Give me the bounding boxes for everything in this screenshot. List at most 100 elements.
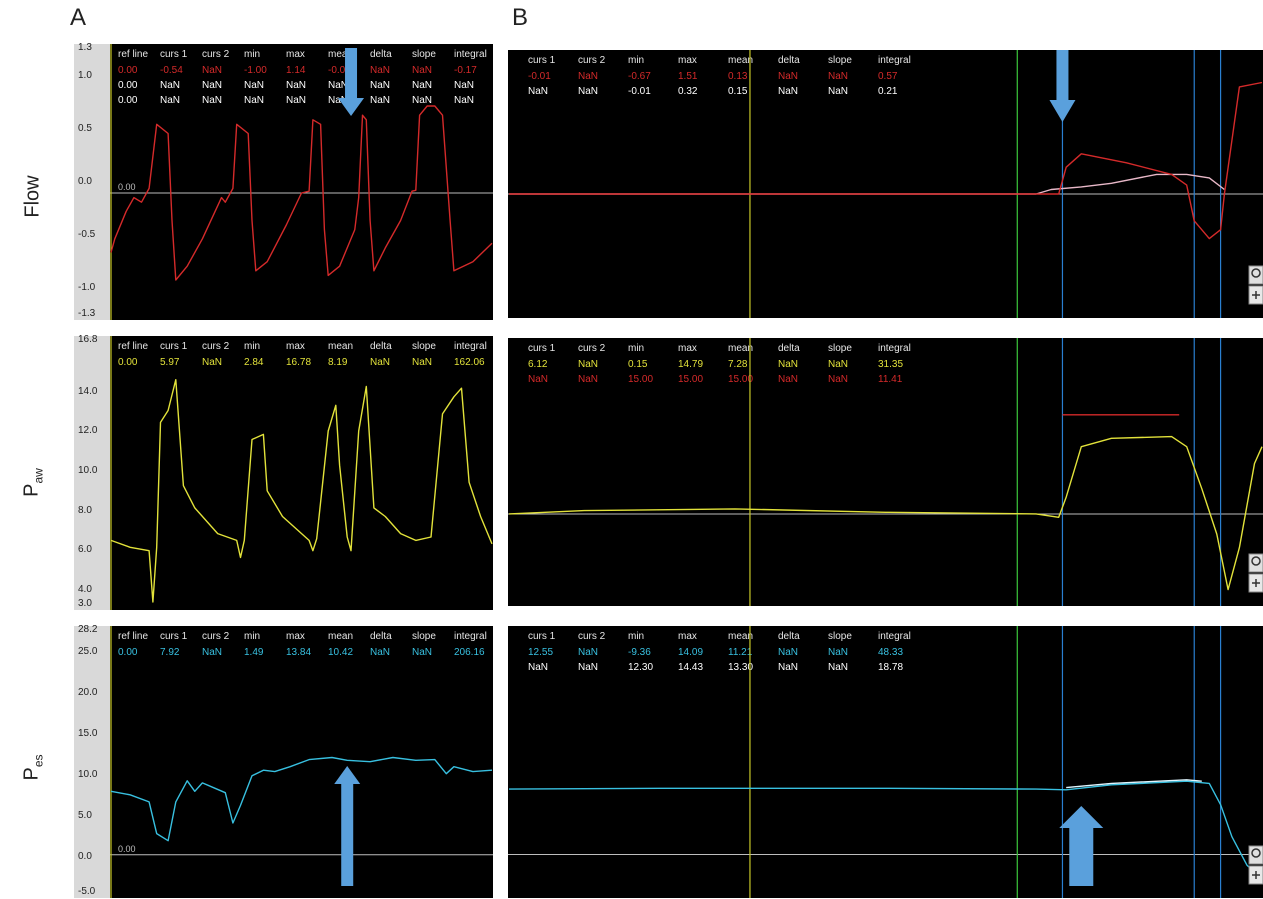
stat-cell: -0.01 bbox=[628, 86, 651, 97]
stat-cell: NaN bbox=[828, 359, 848, 370]
stat-cell: 0.15 bbox=[628, 359, 648, 370]
stat-cell: 7.92 bbox=[160, 647, 180, 658]
stat-header: delta bbox=[778, 343, 800, 354]
stat-cell: 14.79 bbox=[678, 359, 703, 370]
stat-cell: 15.00 bbox=[628, 374, 653, 385]
y-tick-label: 0.0 bbox=[78, 176, 92, 187]
stat-cell: -9.36 bbox=[628, 647, 651, 658]
stat-cell: 13.30 bbox=[728, 662, 753, 673]
y-tick-label: 1.0 bbox=[78, 69, 92, 81]
stat-cell: 8.19 bbox=[328, 357, 348, 368]
y-tick-label: 14.0 bbox=[78, 385, 98, 397]
stat-cell: NaN bbox=[370, 647, 390, 658]
stat-cell: NaN bbox=[778, 359, 798, 370]
magnifier-icon bbox=[1251, 556, 1261, 566]
stat-header: slope bbox=[828, 55, 852, 66]
y-tick-label: 10.0 bbox=[78, 465, 98, 476]
stat-cell: NaN bbox=[160, 80, 180, 91]
stat-header: mean bbox=[328, 631, 353, 642]
stat-cell: 48.33 bbox=[878, 647, 903, 658]
stat-cell: 206.16 bbox=[454, 647, 485, 658]
stat-header: delta bbox=[370, 631, 392, 642]
stat-cell: NaN bbox=[244, 95, 264, 106]
stat-cell: 31.35 bbox=[878, 359, 903, 370]
panel-a-flow: ref line curs 1 curs 2 min max mean delta slope… bbox=[110, 44, 493, 320]
stat-header: curs 2 bbox=[578, 55, 606, 66]
section-label-a: A bbox=[70, 4, 87, 31]
stat-header: min bbox=[628, 55, 644, 66]
stat-cell: 0.00 bbox=[118, 95, 138, 106]
stat-cell: 5.97 bbox=[160, 357, 180, 368]
stat-cell: NaN bbox=[578, 71, 598, 82]
stat-header: curs 2 bbox=[578, 631, 606, 642]
stat-cell: -0.01 bbox=[528, 71, 551, 82]
stat-header: curs 1 bbox=[160, 341, 188, 352]
stat-header: mean bbox=[328, 49, 353, 60]
stat-header: max bbox=[286, 341, 305, 352]
y-tick-label: 28.2 bbox=[78, 624, 98, 635]
stat-cell: NaN bbox=[412, 95, 432, 106]
section-label-b: B bbox=[512, 4, 529, 31]
stat-cell: NaN bbox=[528, 374, 548, 385]
y-tick-label: 4.0 bbox=[78, 584, 92, 596]
stat-cell: NaN bbox=[370, 65, 390, 76]
stat-header: curs 2 bbox=[202, 341, 230, 352]
y-tick-label: 6.0 bbox=[78, 544, 92, 556]
y-tick-label: 20.0 bbox=[78, 687, 98, 699]
stat-header: max bbox=[678, 631, 697, 642]
y-tick-label: 0.5 bbox=[78, 122, 92, 134]
stat-cell: NaN bbox=[578, 359, 598, 370]
stat-cell: 1.49 bbox=[244, 647, 264, 658]
stat-cell: NaN bbox=[778, 647, 798, 658]
stat-cell: 1.14 bbox=[286, 65, 306, 76]
stat-cell: NaN bbox=[828, 86, 848, 97]
stat-cell: NaN bbox=[778, 86, 798, 97]
y-tick-label: -1.0 bbox=[78, 282, 96, 294]
chart-a-flow: ref line curs 1 curs 2 min max mean delta slope… bbox=[110, 44, 493, 320]
stat-header: slope bbox=[828, 343, 852, 354]
y-tick-label: -1.3 bbox=[78, 308, 96, 319]
y-tick-label: -0.5 bbox=[78, 229, 96, 241]
stat-cell: NaN bbox=[578, 374, 598, 385]
annotation-arrow bbox=[334, 766, 361, 886]
stat-header: slope bbox=[412, 341, 436, 352]
annotation-arrow bbox=[1049, 50, 1076, 122]
stat-cell: -0.17 bbox=[454, 65, 477, 76]
signal-trace bbox=[110, 105, 493, 281]
stat-cell: NaN bbox=[828, 662, 848, 673]
stat-cell: NaN bbox=[160, 95, 180, 106]
stat-cell: 14.43 bbox=[678, 662, 703, 673]
y-tick-label: 3.0 bbox=[78, 598, 92, 609]
chart-b-flow: curs 1 curs 2 min max mean delta slope integral… bbox=[508, 50, 1263, 318]
stat-header: mean bbox=[728, 343, 753, 354]
row-label-pes: Pes bbox=[20, 754, 46, 781]
stat-header: integral bbox=[454, 49, 487, 60]
y-tick-label: 12.0 bbox=[78, 425, 98, 437]
stat-cell: NaN bbox=[578, 662, 598, 673]
stat-header: curs 1 bbox=[160, 49, 188, 60]
stat-cell: NaN bbox=[412, 647, 432, 658]
signal-trace bbox=[110, 756, 493, 842]
stat-cell: 0.32 bbox=[678, 86, 698, 97]
stat-cell: NaN bbox=[412, 80, 432, 91]
signal-trace bbox=[1066, 779, 1202, 789]
stat-cell: 162.06 bbox=[454, 357, 485, 368]
stat-header: min bbox=[244, 341, 260, 352]
signal-trace bbox=[509, 173, 1225, 195]
reference-label: 0.00 bbox=[118, 844, 136, 854]
y-tick-label: 25.0 bbox=[78, 646, 98, 658]
stat-header: mean bbox=[728, 631, 753, 642]
stat-cell: -0.67 bbox=[628, 71, 651, 82]
stat-cell: 14.09 bbox=[678, 647, 703, 658]
stat-cell: 18.78 bbox=[878, 662, 903, 673]
stat-cell: 6.12 bbox=[528, 359, 548, 370]
stat-header: integral bbox=[878, 55, 911, 66]
chart-a-paw: ref line curs 1 curs 2 min max mean delta slope… bbox=[110, 336, 493, 610]
stat-cell: NaN bbox=[412, 65, 432, 76]
stat-header: integral bbox=[454, 631, 487, 642]
stat-cell: 11.21 bbox=[728, 647, 753, 658]
stat-cell: NaN bbox=[454, 95, 474, 106]
stat-cell: NaN bbox=[454, 80, 474, 91]
signal-trace bbox=[508, 435, 1263, 591]
stat-cell: 0.21 bbox=[878, 86, 898, 97]
